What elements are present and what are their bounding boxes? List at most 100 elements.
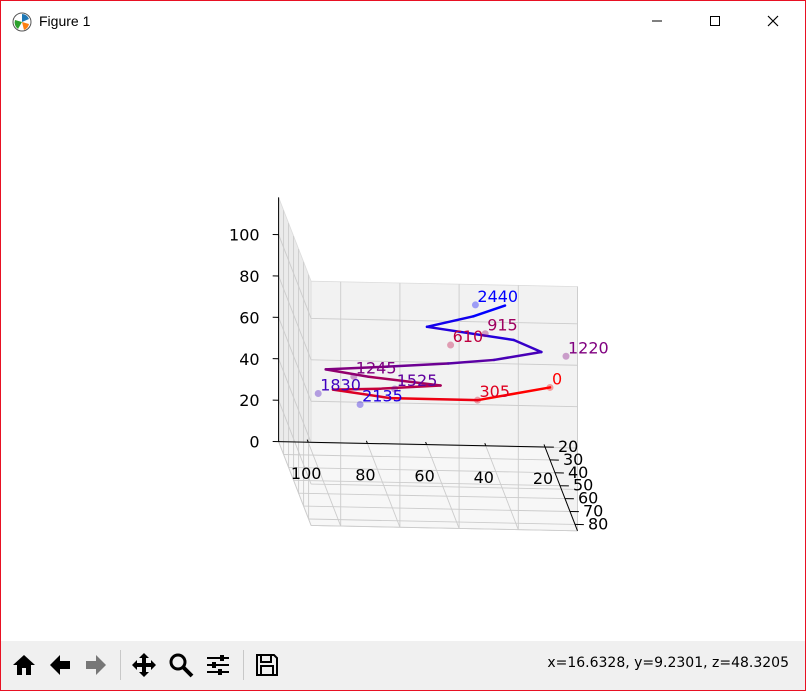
series-line-segment [388,396,479,402]
point-label: 305 [480,382,511,401]
cursor-coordinates: x=16.6328, y=9.2301, z=48.3205 [547,655,789,671]
z-tick-label: 100 [229,226,260,245]
point-marker [391,385,399,393]
x-tick-label: 60 [414,467,434,486]
series-line-segment [331,388,392,400]
grid-line [311,483,578,490]
point-label: 1525 [397,371,438,390]
series-line-segment [378,384,442,390]
save-icon [256,654,278,676]
y-tick-label: 60 [578,489,598,508]
point-label: 2135 [362,386,403,405]
series-line-segment [324,365,389,371]
x-tick [484,443,487,446]
close-button[interactable] [744,1,802,41]
z-tick-label: 60 [239,308,259,327]
grid-line [278,234,312,319]
grid-line [308,518,576,525]
grid-line [303,505,571,512]
maximize-icon [710,16,720,26]
point-marker [447,341,455,349]
series-line-segment [425,315,475,329]
z-tick-label: 20 [239,391,259,410]
back-icon [50,655,70,675]
grid-line [311,400,578,408]
series-line-segment [386,362,450,368]
series-line-segment [425,325,516,342]
y-tick-label: 70 [583,502,603,521]
grid-line [283,454,551,461]
configure-subplots-button[interactable] [201,648,235,682]
y-tick-label: 20 [558,437,578,456]
back-button[interactable] [43,648,77,682]
toolbar-separator [243,650,244,680]
series-line-segment [324,368,370,378]
point-marker [471,301,479,309]
y-tick-label: 30 [563,450,583,469]
grid-line [298,492,566,500]
point-label: 610 [453,327,484,346]
point-label: 1830 [320,375,361,394]
series-line-segment [367,375,442,387]
grid-line [311,525,578,532]
z-tick-label: 80 [239,267,259,286]
x-tick-label: 40 [474,468,494,487]
point-label: 915 [487,316,518,335]
x-tick [306,439,309,443]
y-tick-label: 40 [568,463,588,482]
grid-line [293,479,561,487]
matplotlib-logo-icon [12,12,32,32]
point-label: 2440 [477,287,518,306]
forward-button[interactable] [79,648,113,682]
figure-canvas[interactable]: 100 80 60 40 20 20 30 40 50 60 70 80 0 20 40 60 80 100 0 30… [5,41,801,641]
point-marker [350,372,358,380]
maximize-button[interactable] [686,1,744,41]
point-marker [562,352,570,360]
point-label: 1245 [356,358,397,377]
x-tick-label: 100 [291,464,322,483]
x-tick [543,444,546,448]
z-tick-label: 40 [239,350,259,369]
y-tick-label: 50 [573,476,593,495]
window-title: Figure 1 [39,13,91,29]
y-tick-label: 80 [588,514,608,533]
point-marker [356,400,364,408]
save-button[interactable] [250,648,284,682]
navigation-toolbar: x=16.6328, y=9.2301, z=48.3205 [1,641,805,690]
minimize-icon [652,20,662,22]
grid-line [278,275,312,361]
grid-line [278,358,312,443]
home-button[interactable] [7,648,41,682]
point-marker [481,330,489,338]
x-axis-line [278,441,546,448]
x-tick [425,441,428,445]
x-tick [365,440,368,444]
forward-icon [86,655,106,675]
configure-subplots-icon [207,655,229,675]
point-label: 0 [552,369,562,388]
pan-icon [132,653,156,677]
point-marker [314,389,322,397]
series-line-segment [472,304,507,318]
minimize-button[interactable] [628,1,686,41]
3d-plot[interactable]: 100 80 60 40 2020304050607080020406080100030… [5,41,801,641]
point-label: 1220 [568,338,609,357]
pan-button[interactable] [127,648,161,682]
x-tick-label: 80 [355,465,375,484]
grid-line [278,317,312,402]
point-marker [474,396,481,404]
close-icon [767,15,779,27]
grid-line [278,441,312,526]
z-tick-label: 0 [249,433,259,452]
x-tick-label: 20 [533,469,553,488]
y-axis-line [544,446,578,532]
zoom-icon [169,653,194,678]
grid-line [311,318,578,325]
toolbar-separator [120,650,121,680]
point-marker [546,383,554,391]
zoom-button[interactable] [164,648,198,682]
series-line-segment [446,358,496,365]
series-line-segment [512,338,543,354]
series-line-segment [476,386,552,402]
